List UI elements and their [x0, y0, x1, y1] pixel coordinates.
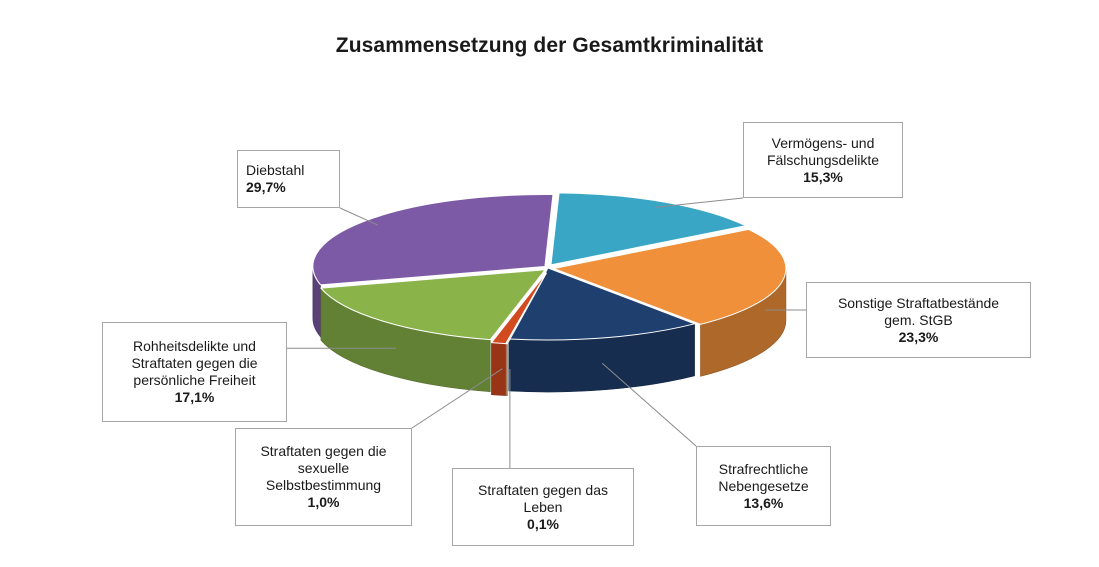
callout-label: Straftaten gegen das Leben — [478, 481, 608, 515]
pie-slice — [319, 269, 547, 341]
pie-slice — [312, 194, 554, 286]
callout-label: Rohheitsdelikte und Straftaten gegen die… — [131, 338, 258, 388]
pie-top-faces — [312, 192, 787, 345]
callout-sexuelle: Straftaten gegen die sexuelle Selbstbest… — [235, 428, 412, 526]
chart-title: Zusammensetzung der Gesamtkriminalität — [335, 34, 764, 57]
callout-value: 0,1% — [527, 515, 559, 532]
callout-value: 15,3% — [803, 168, 843, 185]
callout-label: Straftaten gegen die sexuelle Selbstbest… — [260, 443, 387, 493]
leader-lines — [287, 197, 806, 468]
callout-value: 17,1% — [174, 389, 215, 405]
callout-value: 1,0% — [307, 494, 340, 510]
leader-line — [656, 197, 744, 208]
callout-diebstahl: Diebstahl 29,7% — [237, 150, 340, 208]
callout-value: 13,6% — [743, 494, 784, 511]
callout-rohheit: Rohheitsdelikte und Straftaten gegen die… — [102, 322, 287, 422]
pie-slice-side — [505, 343, 508, 397]
callout-value: 23,3% — [898, 328, 939, 345]
callout-label: Diebstahl — [246, 162, 305, 178]
callout-sonstige: Sonstige Straftatbestände gem. StGB 23,3… — [806, 282, 1031, 358]
pie-slice-side — [491, 342, 506, 396]
leader-line — [601, 362, 697, 447]
pie-side-walls — [312, 266, 787, 397]
pie-slice — [507, 267, 697, 341]
callout-nebengesetze: Strafrechtliche Nebengesetze 13,6% — [696, 446, 831, 526]
callout-label: Strafrechtliche Nebengesetze — [718, 460, 809, 494]
callout-label: Sonstige Straftatbestände gem. StGB — [837, 294, 1000, 328]
callout-value: 29,7% — [246, 179, 286, 195]
callout-leben: Straftaten gegen das Leben 0,1% — [452, 468, 634, 546]
leader-line — [411, 368, 503, 429]
pie-slice — [552, 228, 787, 325]
pie-slice — [490, 272, 547, 345]
pie-slice — [550, 192, 748, 266]
leader-line — [339, 207, 379, 226]
callout-vermoegens: Vermögens- und Fälschungsdelikte 15,3% — [743, 122, 903, 198]
callout-label: Vermögens- und Fälschungsdelikte — [766, 134, 880, 168]
